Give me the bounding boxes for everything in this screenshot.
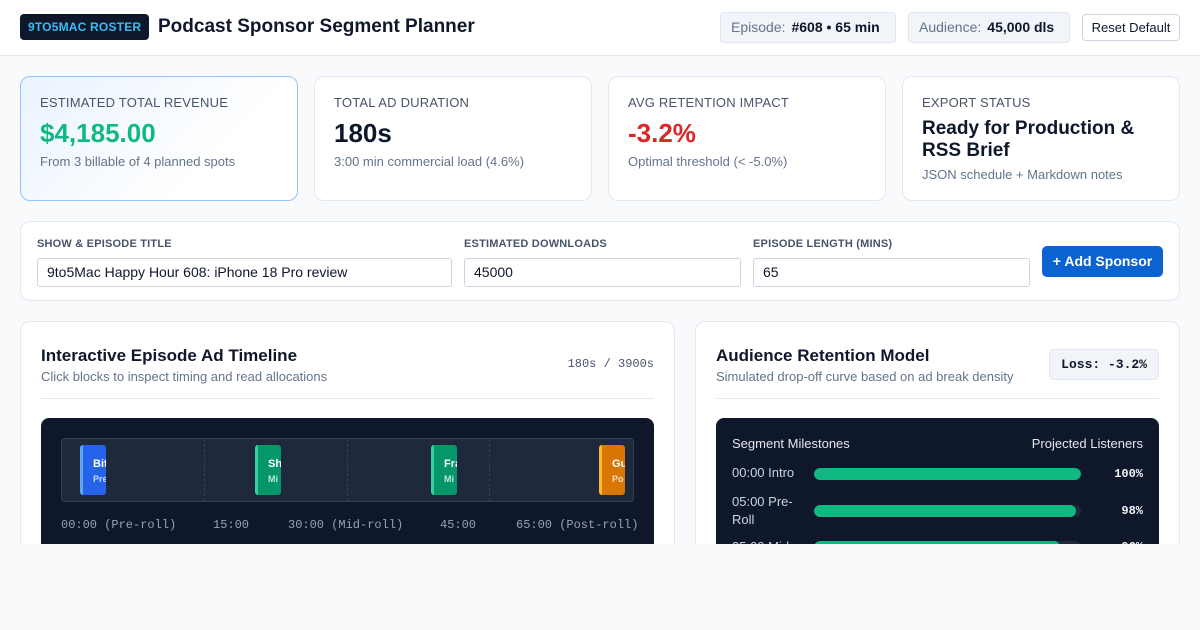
sponsor-block-name: Gu: [612, 458, 625, 470]
milestone-label: 00:00 Intro: [732, 465, 795, 480]
sponsor-block-name: Sh: [268, 458, 281, 470]
audience-pill-value: 45,000 dls: [987, 19, 1055, 35]
timeline-subtitle: Click blocks to inspect timing and read …: [41, 369, 328, 384]
retention-percent: 98%: [1121, 504, 1143, 518]
stat-label: Avg Retention Impact: [628, 95, 789, 110]
sponsor-block[interactable]: Gu Po: [599, 445, 625, 495]
stat-sub: From 3 billable of 4 planned spots: [40, 154, 236, 169]
retention-bar-fill: [814, 505, 1076, 517]
retention-bar: [814, 505, 1081, 517]
stat-label: Export Status: [922, 95, 1031, 110]
audience-pill-label: Audience:: [919, 19, 982, 35]
episode-pill: Episode: #608 • 65 min: [720, 12, 896, 43]
stat-label: Total Ad Duration: [334, 95, 470, 110]
add-sponsor-button[interactable]: + Add Sponsor: [1042, 246, 1163, 277]
stat-value: 180s: [334, 118, 392, 148]
sponsor-block-type: Po: [612, 474, 624, 484]
duration-counter: 180s / 3900s: [567, 357, 654, 371]
sponsor-block-name: Fra: [444, 458, 457, 470]
episode-length-input[interactable]: 65: [753, 258, 1030, 287]
reset-default-button[interactable]: Reset Default: [1082, 14, 1180, 41]
title-field-label: Show & Episode Title: [37, 238, 172, 250]
sponsor-block-type: Mi: [268, 474, 278, 484]
milestones-header: Segment Milestones: [732, 436, 850, 451]
timeline-gridline: [347, 439, 348, 501]
episode-pill-label: Episode:: [731, 19, 786, 35]
retention-title: Audience Retention Model: [716, 346, 930, 365]
sponsor-block-type: Mi: [444, 474, 454, 484]
retention-percent: 100%: [1114, 467, 1143, 481]
sponsor-block-type: Pre: [93, 474, 106, 484]
stat-value: Ready for Production & RSS Brief: [922, 118, 1135, 161]
stat-card-export: Export Status Ready for Production & RSS…: [902, 76, 1180, 201]
episode-title-input[interactable]: 9to5Mac Happy Hour 608: iPhone 18 Pro re…: [37, 258, 452, 287]
stat-card-revenue: Estimated Total Revenue $4,185.00 From 3…: [20, 76, 298, 201]
stat-card-duration: Total Ad Duration 180s 3:00 min commerci…: [314, 76, 592, 201]
timeline-title: Interactive Episode Ad Timeline: [41, 346, 298, 365]
stat-value: -3.2%: [628, 118, 696, 148]
retention-bar: [814, 468, 1081, 480]
timeline-gridline: [489, 439, 490, 501]
viewport-fold: [0, 544, 1200, 630]
sponsor-block[interactable]: Fra Mi: [431, 445, 457, 495]
stat-sub: 3:00 min commercial load (4.6%): [334, 154, 525, 169]
audience-pill: Audience: 45,000 dls: [908, 12, 1070, 43]
stat-sub: JSON schedule + Markdown notes: [922, 167, 1123, 182]
episode-form: Show & Episode Title 9to5Mac Happy Hour …: [20, 221, 1180, 301]
downloads-field-label: Estimated Downloads: [464, 238, 607, 250]
timeline-axis-label: 00:00 (Pre-roll): [61, 518, 177, 532]
retention-bar-fill: [814, 468, 1081, 480]
stat-value: $4,185.00: [40, 118, 156, 148]
timeline-axis-label: 15:00: [213, 518, 250, 532]
length-field-label: Episode Length (mins): [753, 238, 893, 250]
timeline-axis-label: 65:00 (Post-roll): [516, 518, 639, 532]
timeline-axis-label: 30:00 (Mid-roll): [288, 518, 404, 532]
loss-badge: Loss: -3.2%: [1049, 349, 1159, 380]
divider: [41, 398, 654, 399]
episode-pill-value: #608 • 65 min: [791, 19, 880, 35]
timeline-axis-label: 45:00: [440, 518, 477, 532]
timeline-canvas: Bit Pre Sh Mi Fra Mi Gu Po 00:00 (Pre-ro…: [41, 418, 654, 558]
retention-subtitle: Simulated drop-off curve based on ad bre…: [716, 369, 1014, 384]
listeners-header: Projected Listeners: [1031, 436, 1143, 451]
sponsor-block[interactable]: Bit Pre: [80, 445, 106, 495]
stat-sub: Optimal threshold (< -5.0%): [628, 154, 788, 169]
timeline-gridline: [204, 439, 205, 501]
divider: [716, 398, 1159, 399]
timeline-panel: Interactive Episode Ad Timeline Click bl…: [20, 321, 675, 630]
downloads-input[interactable]: 45000: [464, 258, 741, 287]
timeline-track[interactable]: Bit Pre Sh Mi Fra Mi Gu Po: [61, 438, 634, 502]
stat-label: Estimated Total Revenue: [40, 95, 229, 110]
sponsor-block-name: Bit: [93, 458, 106, 470]
page-title: Podcast Sponsor Segment Planner: [158, 16, 475, 37]
brand-badge: 9TO5MAC ROSTER: [20, 14, 150, 40]
top-bar: 9TO5MAC ROSTER Podcast Sponsor Segment P…: [0, 0, 1200, 56]
sponsor-block[interactable]: Sh Mi: [255, 445, 281, 495]
milestone-label: 05:00 Pre-Roll: [732, 494, 793, 527]
stat-card-retention: Avg Retention Impact -3.2% Optimal thres…: [608, 76, 886, 201]
